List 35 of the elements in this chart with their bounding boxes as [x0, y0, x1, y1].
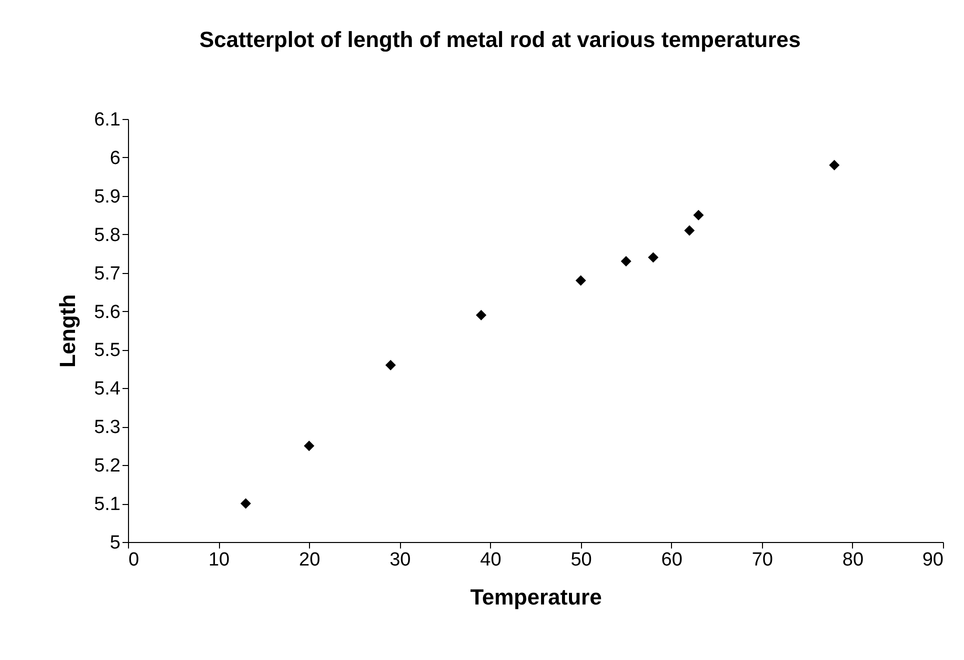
y-tick-label: 6.1 [94, 110, 120, 130]
point [693, 210, 704, 220]
point [240, 498, 251, 509]
x-tick-label: 0 [128, 550, 140, 570]
x-tick-label: 80 [842, 550, 864, 570]
y-tick-label: 5.6 [94, 302, 120, 323]
point [304, 440, 314, 452]
x-tick-label: 30 [390, 550, 411, 570]
point [684, 225, 695, 236]
point [829, 160, 840, 170]
point [576, 275, 586, 286]
y-tick-label: 5.1 [94, 494, 120, 516]
point [620, 256, 632, 267]
point [648, 252, 658, 263]
point [476, 310, 486, 320]
x-tick-label: 90 [922, 550, 944, 570]
y-tick-label: 5.4 [94, 378, 121, 400]
chart-title: Scatterplot of length of metal rod at various temperatures [199, 27, 801, 52]
x-tick-label: 20 [299, 550, 320, 570]
y-tick-label: 5.7 [94, 263, 120, 284]
y-tick-label: 5 [110, 532, 120, 554]
y-tick-label: 5.8 [94, 224, 120, 246]
x-tick-label: 60 [661, 550, 682, 570]
point [385, 360, 396, 370]
x-tick-label: 50 [570, 550, 592, 570]
y-tick-label: 5.9 [94, 186, 120, 208]
x-axis-title: Temperature [470, 584, 602, 610]
y-axis-title: Length [55, 294, 80, 368]
y-tick-label: 6 [110, 148, 120, 169]
y-tick-label: 5.3 [94, 417, 120, 438]
y-tick-label: 5.5 [94, 340, 120, 362]
x-tick-label: 40 [480, 550, 502, 570]
x-tick-label: 70 [752, 550, 773, 570]
x-tick-label: 10 [208, 550, 230, 570]
y-tick-label: 5.2 [94, 456, 120, 477]
